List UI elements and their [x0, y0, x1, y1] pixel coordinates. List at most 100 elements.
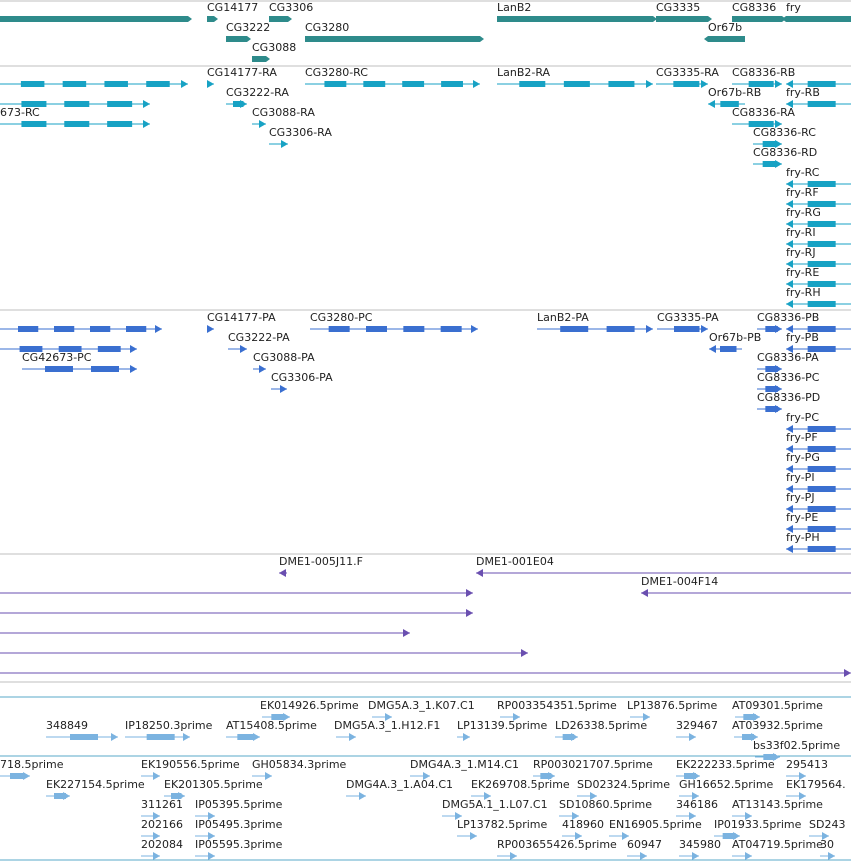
est-feature[interactable]: bs33f02.5prime: [753, 739, 840, 761]
transcript-feature[interactable]: CG3222-RA: [226, 86, 289, 108]
transcript-feature[interactable]: CG3306-RA: [269, 126, 332, 148]
est-feature[interactable]: 202166: [141, 818, 183, 840]
est-feature[interactable]: RP003354351.5prime: [497, 699, 617, 721]
protein-feature[interactable]: [0, 345, 137, 353]
gene-feature[interactable]: [0, 16, 192, 22]
gene-feature[interactable]: CG3088: [252, 41, 296, 62]
est-feature[interactable]: SD10860.5prime: [559, 798, 652, 820]
clone-feature[interactable]: [0, 609, 473, 617]
protein-feature[interactable]: fry-PJ: [786, 491, 851, 513]
clone-feature[interactable]: [0, 589, 473, 597]
gene-feature[interactable]: CG14177: [207, 1, 258, 22]
est-feature[interactable]: AT04719.5prime: [732, 838, 823, 860]
transcript-feature[interactable]: LanB2-RA: [497, 66, 653, 88]
est-feature[interactable]: 345980: [679, 838, 721, 860]
est-feature[interactable]: 329467: [676, 719, 718, 741]
est-feature[interactable]: IP05595.3prime: [195, 838, 283, 860]
protein-feature[interactable]: CG42673-PC: [22, 351, 137, 373]
protein-feature[interactable]: CG8336-PC: [757, 371, 820, 393]
transcript-feature[interactable]: fry-RH: [786, 286, 851, 308]
protein-feature[interactable]: [0, 325, 162, 333]
protein-feature[interactable]: CG14177-PA: [207, 311, 276, 333]
est-feature[interactable]: EK227154.5prime: [46, 778, 145, 800]
est-feature[interactable]: LP13139.5prime: [457, 719, 548, 741]
est-feature[interactable]: DMG5A.3_1.K07.C1: [368, 699, 475, 721]
est-feature[interactable]: IP01933.5prime: [714, 818, 802, 840]
est-feature[interactable]: IP18250.3prime: [125, 719, 213, 741]
est-feature[interactable]: 311261: [141, 798, 183, 820]
transcript-feature[interactable]: [786, 80, 851, 88]
transcript-feature[interactable]: fry-RJ: [786, 246, 851, 268]
est-feature[interactable]: AT15408.5prime: [226, 719, 317, 741]
est-feature[interactable]: AT03932.5prime: [732, 719, 823, 741]
protein-feature[interactable]: CG3335-PA: [657, 311, 719, 333]
protein-feature[interactable]: CG3222-PA: [228, 331, 290, 353]
transcript-feature[interactable]: CG14177-RA: [207, 66, 277, 88]
transcript-feature[interactable]: [0, 100, 150, 108]
transcript-feature[interactable]: CG8336-RD: [753, 146, 817, 168]
est-feature[interactable]: DMG4A.3_1.M14.C1: [410, 758, 519, 780]
transcript-feature[interactable]: fry-RF: [786, 186, 851, 208]
est-feature[interactable]: IP05495.3prime: [195, 818, 283, 840]
protein-feature[interactable]: CG3280-PC: [310, 311, 478, 333]
est-feature[interactable]: 718.5prime: [0, 758, 64, 780]
protein-feature[interactable]: LanB2-PA: [537, 311, 653, 333]
transcript-feature[interactable]: 673-RC: [0, 106, 150, 128]
est-feature[interactable]: EK014926.5prime: [260, 699, 359, 721]
est-feature[interactable]: DMG5A.1_1.L07.C1: [442, 798, 548, 820]
est-feature[interactable]: 60947: [627, 838, 662, 860]
est-feature[interactable]: RP003655426.5prime: [497, 838, 617, 860]
est-feature[interactable]: 295413: [786, 758, 828, 780]
protein-feature[interactable]: fry-PE: [786, 511, 851, 533]
protein-feature[interactable]: fry-PI: [786, 471, 851, 493]
est-feature[interactable]: EK201305.5prime: [164, 778, 263, 800]
protein-feature[interactable]: fry-PG: [786, 451, 851, 473]
est-feature[interactable]: GH05834.3prime: [252, 758, 347, 780]
transcript-feature[interactable]: fry-RB: [786, 86, 851, 108]
transcript-feature[interactable]: fry-RC: [786, 166, 851, 188]
protein-feature[interactable]: CG3088-PA: [253, 351, 315, 373]
est-feature[interactable]: EN16905.5prime: [609, 818, 702, 840]
clone-feature[interactable]: DME1-005J11.F: [279, 555, 363, 577]
gene-feature[interactable]: Or67b: [704, 21, 745, 42]
protein-feature[interactable]: fry-PH: [786, 531, 851, 553]
est-feature[interactable]: SD02324.5prime: [577, 778, 670, 800]
gene-feature[interactable]: LanB2: [497, 1, 657, 22]
est-feature[interactable]: EK190556.5prime: [141, 758, 240, 780]
est-feature[interactable]: 30: [820, 838, 835, 860]
clone-feature[interactable]: [0, 629, 410, 637]
gene-feature[interactable]: CG3306: [269, 1, 313, 22]
transcript-feature[interactable]: CG8336-RB: [732, 66, 795, 88]
est-feature[interactable]: LP13876.5prime: [627, 699, 718, 721]
protein-feature[interactable]: fry-PB: [786, 331, 851, 353]
gene-feature[interactable]: CG8336: [732, 1, 786, 22]
transcript-feature[interactable]: fry-RE: [786, 266, 851, 288]
est-feature[interactable]: SD243: [809, 818, 845, 840]
est-feature[interactable]: 348849: [46, 719, 118, 741]
protein-feature[interactable]: CG8336-PD: [757, 391, 820, 413]
protein-feature[interactable]: CG8336-PB: [757, 311, 819, 333]
est-feature[interactable]: EK269708.5prime: [471, 778, 570, 800]
transcript-feature[interactable]: CG3280-RC: [305, 66, 480, 88]
protein-feature[interactable]: CG3306-PA: [271, 371, 333, 393]
est-feature[interactable]: 418960: [562, 818, 604, 840]
transcript-feature[interactable]: CG8336-RC: [753, 126, 816, 148]
est-feature[interactable]: AT09301.5prime: [732, 699, 823, 721]
est-feature[interactable]: AT13143.5prime: [732, 798, 823, 820]
transcript-feature[interactable]: [0, 80, 188, 88]
transcript-feature[interactable]: CG3335-RA: [656, 66, 719, 88]
protein-feature[interactable]: [786, 325, 851, 333]
est-feature[interactable]: RP003021707.5prime: [533, 758, 653, 780]
protein-feature[interactable]: CG8336-PA: [757, 351, 819, 373]
transcript-feature[interactable]: CG3088-RA: [252, 106, 315, 128]
transcript-feature[interactable]: fry-RI: [786, 226, 851, 248]
clone-feature[interactable]: DME1-004F14: [641, 575, 851, 597]
protein-feature[interactable]: Or67b-PB: [709, 331, 761, 353]
gene-feature[interactable]: CG3335: [656, 1, 712, 22]
transcript-feature[interactable]: fry-RG: [786, 206, 851, 228]
est-feature[interactable]: GH16652.5prime: [679, 778, 774, 800]
est-feature[interactable]: 346186: [676, 798, 718, 820]
gene-feature[interactable]: fry: [782, 1, 851, 22]
clone-feature[interactable]: [0, 649, 528, 657]
est-feature[interactable]: EK179564.: [786, 778, 846, 800]
